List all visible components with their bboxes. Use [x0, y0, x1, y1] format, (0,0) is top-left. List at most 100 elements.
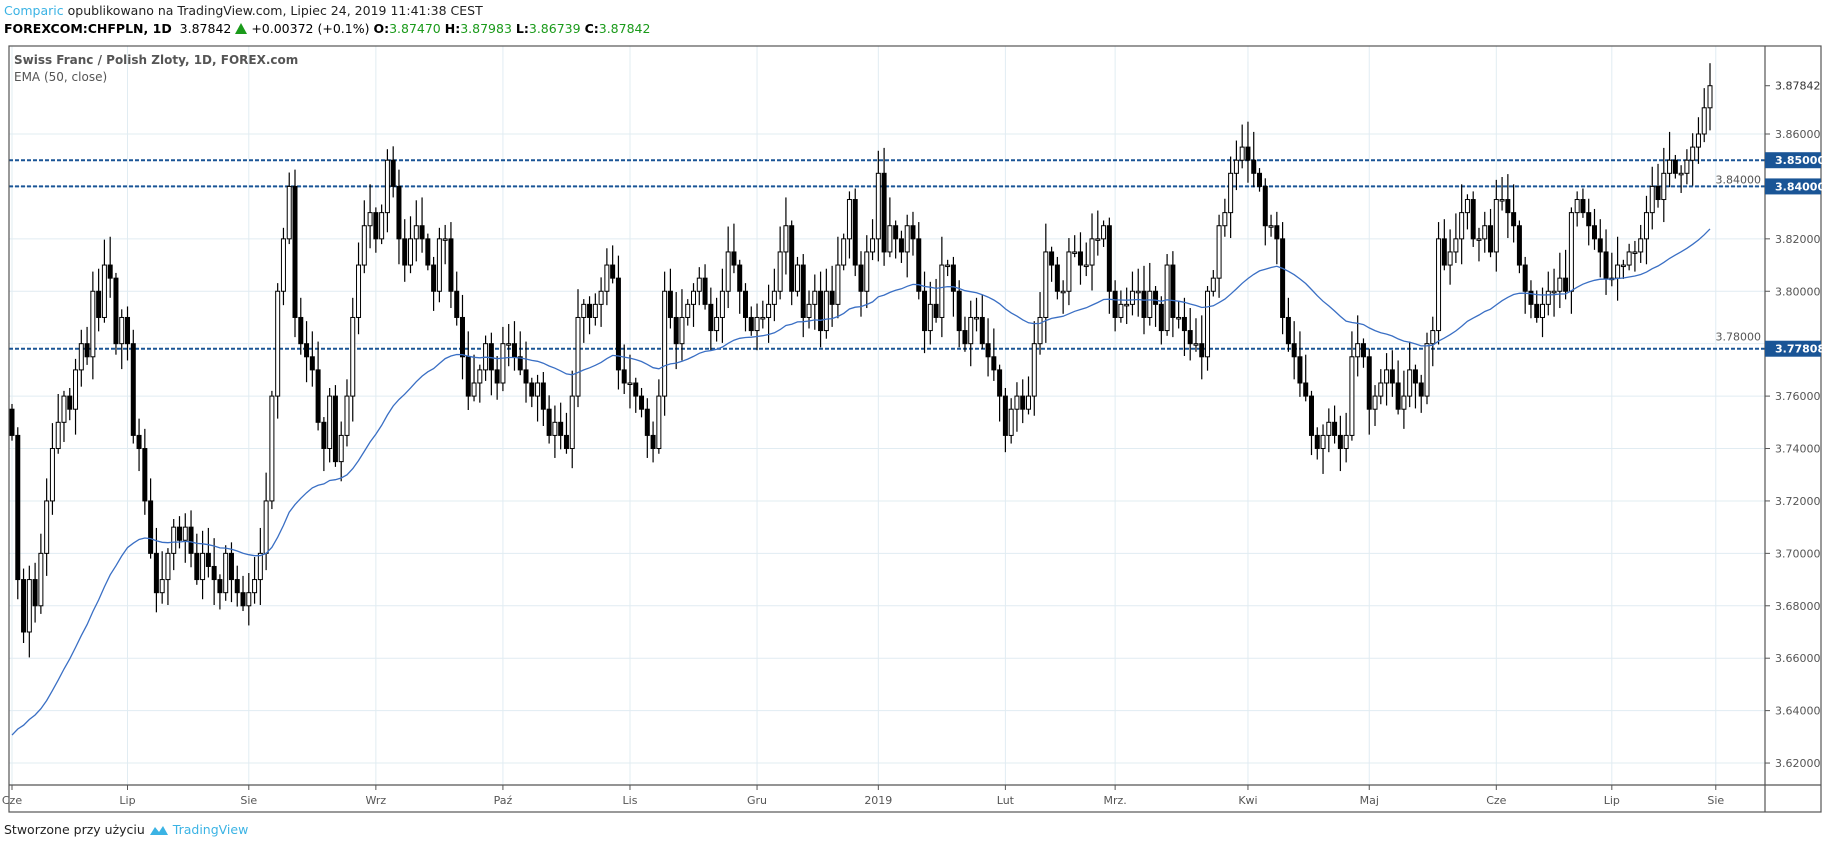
candle[interactable] — [1285, 297, 1291, 352]
candle[interactable] — [257, 527, 263, 605]
candle[interactable] — [535, 374, 541, 422]
candle[interactable] — [15, 427, 21, 600]
candle[interactable] — [90, 271, 96, 380]
candle[interactable] — [1170, 251, 1176, 338]
candle[interactable] — [1649, 166, 1655, 230]
candle[interactable] — [1505, 174, 1511, 239]
candle[interactable] — [771, 268, 777, 322]
candle[interactable] — [1638, 224, 1644, 263]
candle[interactable] — [211, 538, 217, 605]
legend-indicator[interactable]: EMA (50, close) — [14, 70, 108, 84]
candle[interactable] — [32, 562, 38, 623]
candle[interactable] — [864, 235, 870, 309]
candle[interactable] — [1401, 370, 1407, 429]
candle[interactable] — [1291, 321, 1297, 380]
candle[interactable] — [1308, 390, 1314, 456]
candle[interactable] — [344, 379, 350, 447]
candle[interactable] — [962, 316, 968, 352]
candle[interactable] — [1008, 398, 1014, 444]
candle[interactable] — [1378, 369, 1384, 405]
candle[interactable] — [1609, 252, 1615, 287]
candle[interactable] — [96, 268, 102, 332]
candle[interactable] — [794, 256, 800, 297]
candle[interactable] — [1557, 252, 1563, 309]
candle[interactable] — [1153, 286, 1159, 327]
candle[interactable] — [511, 321, 517, 371]
candle[interactable] — [748, 306, 754, 336]
candle[interactable] — [800, 254, 806, 338]
candle[interactable] — [165, 548, 171, 605]
candle[interactable] — [1089, 213, 1095, 291]
candle[interactable] — [113, 272, 119, 355]
candle[interactable] — [517, 331, 523, 376]
candle[interactable] — [673, 292, 679, 370]
candle[interactable] — [1303, 354, 1309, 402]
candle[interactable] — [1626, 243, 1632, 271]
candle[interactable] — [269, 390, 275, 510]
candle[interactable] — [627, 354, 633, 409]
candle[interactable] — [321, 417, 327, 472]
candle[interactable] — [1251, 131, 1257, 188]
candle[interactable] — [488, 332, 494, 396]
price-axis[interactable]: 3.62000 3.64000 3.66000 3.68000 3.70000 3.720… — [1716, 80, 1826, 770]
candle[interactable] — [777, 226, 783, 300]
candle[interactable] — [1014, 382, 1020, 432]
candle[interactable] — [708, 287, 714, 351]
candle[interactable] — [431, 256, 437, 311]
candle[interactable] — [766, 284, 772, 343]
candle[interactable] — [858, 251, 864, 317]
candle[interactable] — [1580, 188, 1586, 218]
candle[interactable] — [292, 169, 298, 338]
candle[interactable] — [650, 421, 656, 463]
candle[interactable] — [546, 395, 552, 444]
candle[interactable] — [1228, 156, 1234, 239]
candle[interactable] — [604, 248, 610, 306]
candle[interactable] — [246, 573, 252, 626]
candle[interactable] — [1459, 184, 1465, 265]
candle[interactable] — [1199, 315, 1205, 380]
candle[interactable] — [1522, 256, 1528, 314]
candle[interactable] — [945, 259, 951, 277]
candle[interactable] — [78, 329, 84, 387]
candle[interactable] — [875, 150, 881, 262]
candle[interactable] — [1355, 315, 1361, 377]
candle[interactable] — [1031, 321, 1037, 416]
candle[interactable] — [621, 344, 627, 395]
candle[interactable] — [286, 172, 292, 245]
candle[interactable] — [1262, 178, 1268, 246]
candle[interactable] — [436, 227, 442, 303]
candle[interactable] — [471, 354, 477, 402]
candle[interactable] — [1632, 240, 1638, 272]
candle[interactable] — [500, 326, 506, 392]
candle[interactable] — [454, 271, 460, 326]
candle[interactable] — [200, 530, 206, 600]
candle[interactable] — [1453, 213, 1459, 263]
candle[interactable] — [1297, 331, 1303, 397]
candle[interactable] — [228, 542, 234, 603]
candle[interactable] — [898, 230, 904, 263]
candle[interactable] — [1164, 254, 1170, 336]
candle[interactable] — [997, 364, 1003, 422]
candle[interactable] — [922, 271, 928, 354]
candle[interactable] — [1476, 227, 1482, 262]
candle[interactable] — [1430, 316, 1436, 367]
candle[interactable] — [1187, 308, 1193, 361]
candle[interactable] — [1239, 124, 1245, 169]
candle[interactable] — [9, 403, 15, 441]
candle[interactable] — [379, 204, 385, 245]
candle[interactable] — [1372, 385, 1378, 426]
candle[interactable] — [1193, 318, 1199, 352]
candle[interactable] — [26, 565, 32, 658]
candle[interactable] — [1176, 300, 1182, 329]
candle[interactable] — [841, 233, 847, 271]
tradingview-link[interactable]: TradingView — [172, 822, 249, 837]
candle[interactable] — [390, 146, 396, 198]
candle[interactable] — [581, 299, 587, 343]
candle[interactable] — [610, 245, 616, 284]
candle[interactable] — [1083, 242, 1089, 277]
candle[interactable] — [182, 513, 188, 563]
candle[interactable] — [217, 574, 223, 610]
candle[interactable] — [887, 197, 893, 258]
candle[interactable] — [1135, 268, 1141, 317]
candle[interactable] — [1493, 179, 1499, 272]
